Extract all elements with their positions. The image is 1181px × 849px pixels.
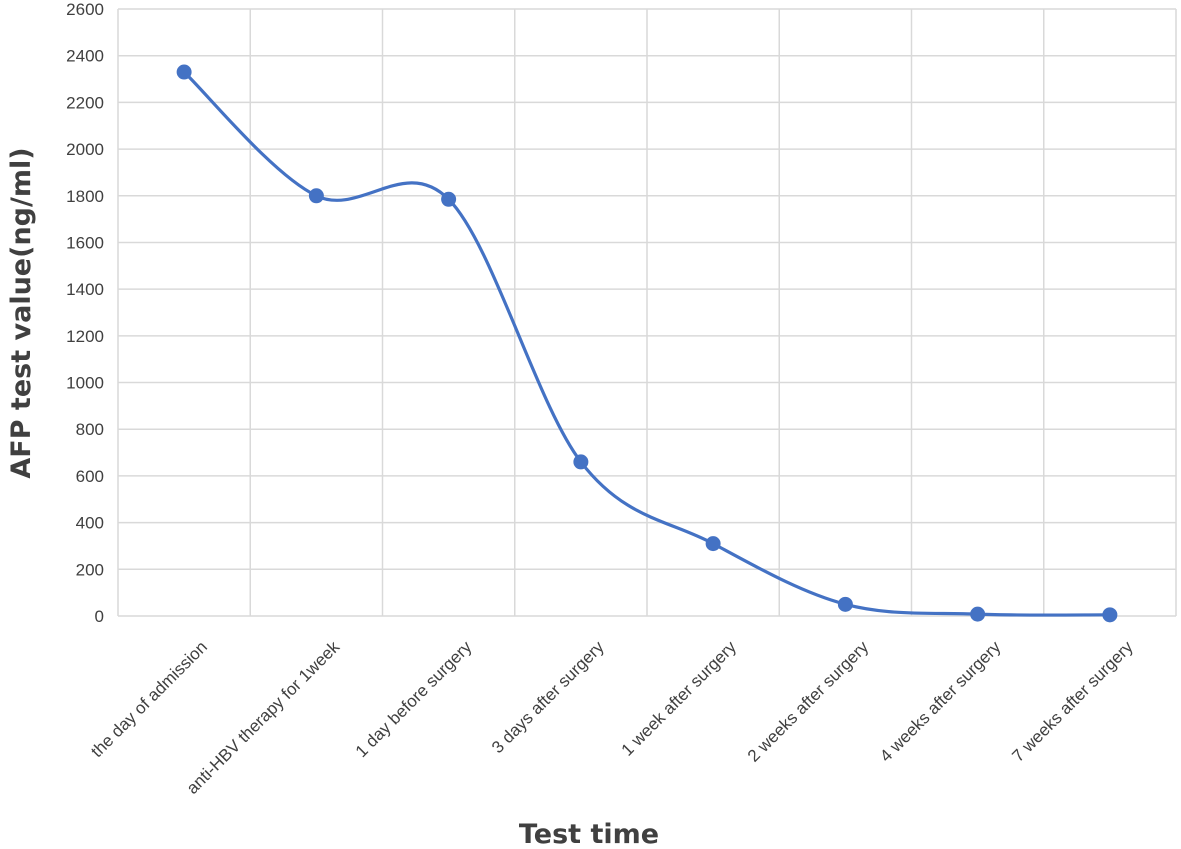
y-tick-label: 1200 bbox=[66, 327, 104, 346]
data-point bbox=[441, 191, 457, 207]
series-path bbox=[182, 70, 1112, 617]
y-tick-label: 1000 bbox=[66, 374, 104, 393]
x-axis-title: Test time bbox=[519, 819, 659, 849]
series-line bbox=[182, 70, 1112, 617]
x-tick-label: 1 day before surgery bbox=[352, 637, 476, 761]
gridlines bbox=[117, 8, 1177, 617]
y-tick-label: 0 bbox=[95, 607, 104, 626]
y-tick-label: 1800 bbox=[66, 187, 104, 206]
y-tick-label: 2000 bbox=[66, 140, 104, 159]
y-tick-label: 600 bbox=[76, 467, 104, 486]
y-tick-label: 200 bbox=[76, 560, 104, 579]
data-point bbox=[970, 606, 986, 622]
x-tick-label: anti-HBV therapy for 1week bbox=[183, 637, 344, 798]
x-tick-label: 1 week after surgery bbox=[618, 637, 741, 760]
y-tick-label: 2400 bbox=[66, 47, 104, 66]
data-point bbox=[308, 188, 324, 204]
y-tick-label: 400 bbox=[76, 514, 104, 533]
x-tick-label: 4 weeks after surgery bbox=[876, 637, 1005, 766]
x-tick-label: 3 days after surgery bbox=[488, 637, 608, 757]
y-tick-label: 2600 bbox=[66, 0, 104, 19]
y-axis-title: AFP test value(ng/ml) bbox=[6, 147, 37, 478]
x-tick-label: 2 weeks after surgery bbox=[744, 637, 873, 766]
x-tick-label: the day of admission bbox=[87, 637, 211, 761]
data-point bbox=[1102, 607, 1118, 623]
data-point bbox=[573, 454, 589, 470]
y-tick-label: 800 bbox=[76, 420, 104, 439]
data-point bbox=[705, 536, 721, 552]
y-tick-label: 1400 bbox=[66, 280, 104, 299]
data-point bbox=[176, 64, 192, 80]
x-tick-label: 7 weeks after surgery bbox=[1008, 637, 1137, 766]
data-point bbox=[837, 596, 853, 612]
y-tick-label: 2200 bbox=[66, 93, 104, 112]
y-tick-label: 1600 bbox=[66, 233, 104, 252]
y-axis-ticks: 0 200 400 600 800 1000 1200 1400 1600 1800 2000 220… bbox=[66, 0, 104, 626]
data-points bbox=[176, 64, 1118, 623]
